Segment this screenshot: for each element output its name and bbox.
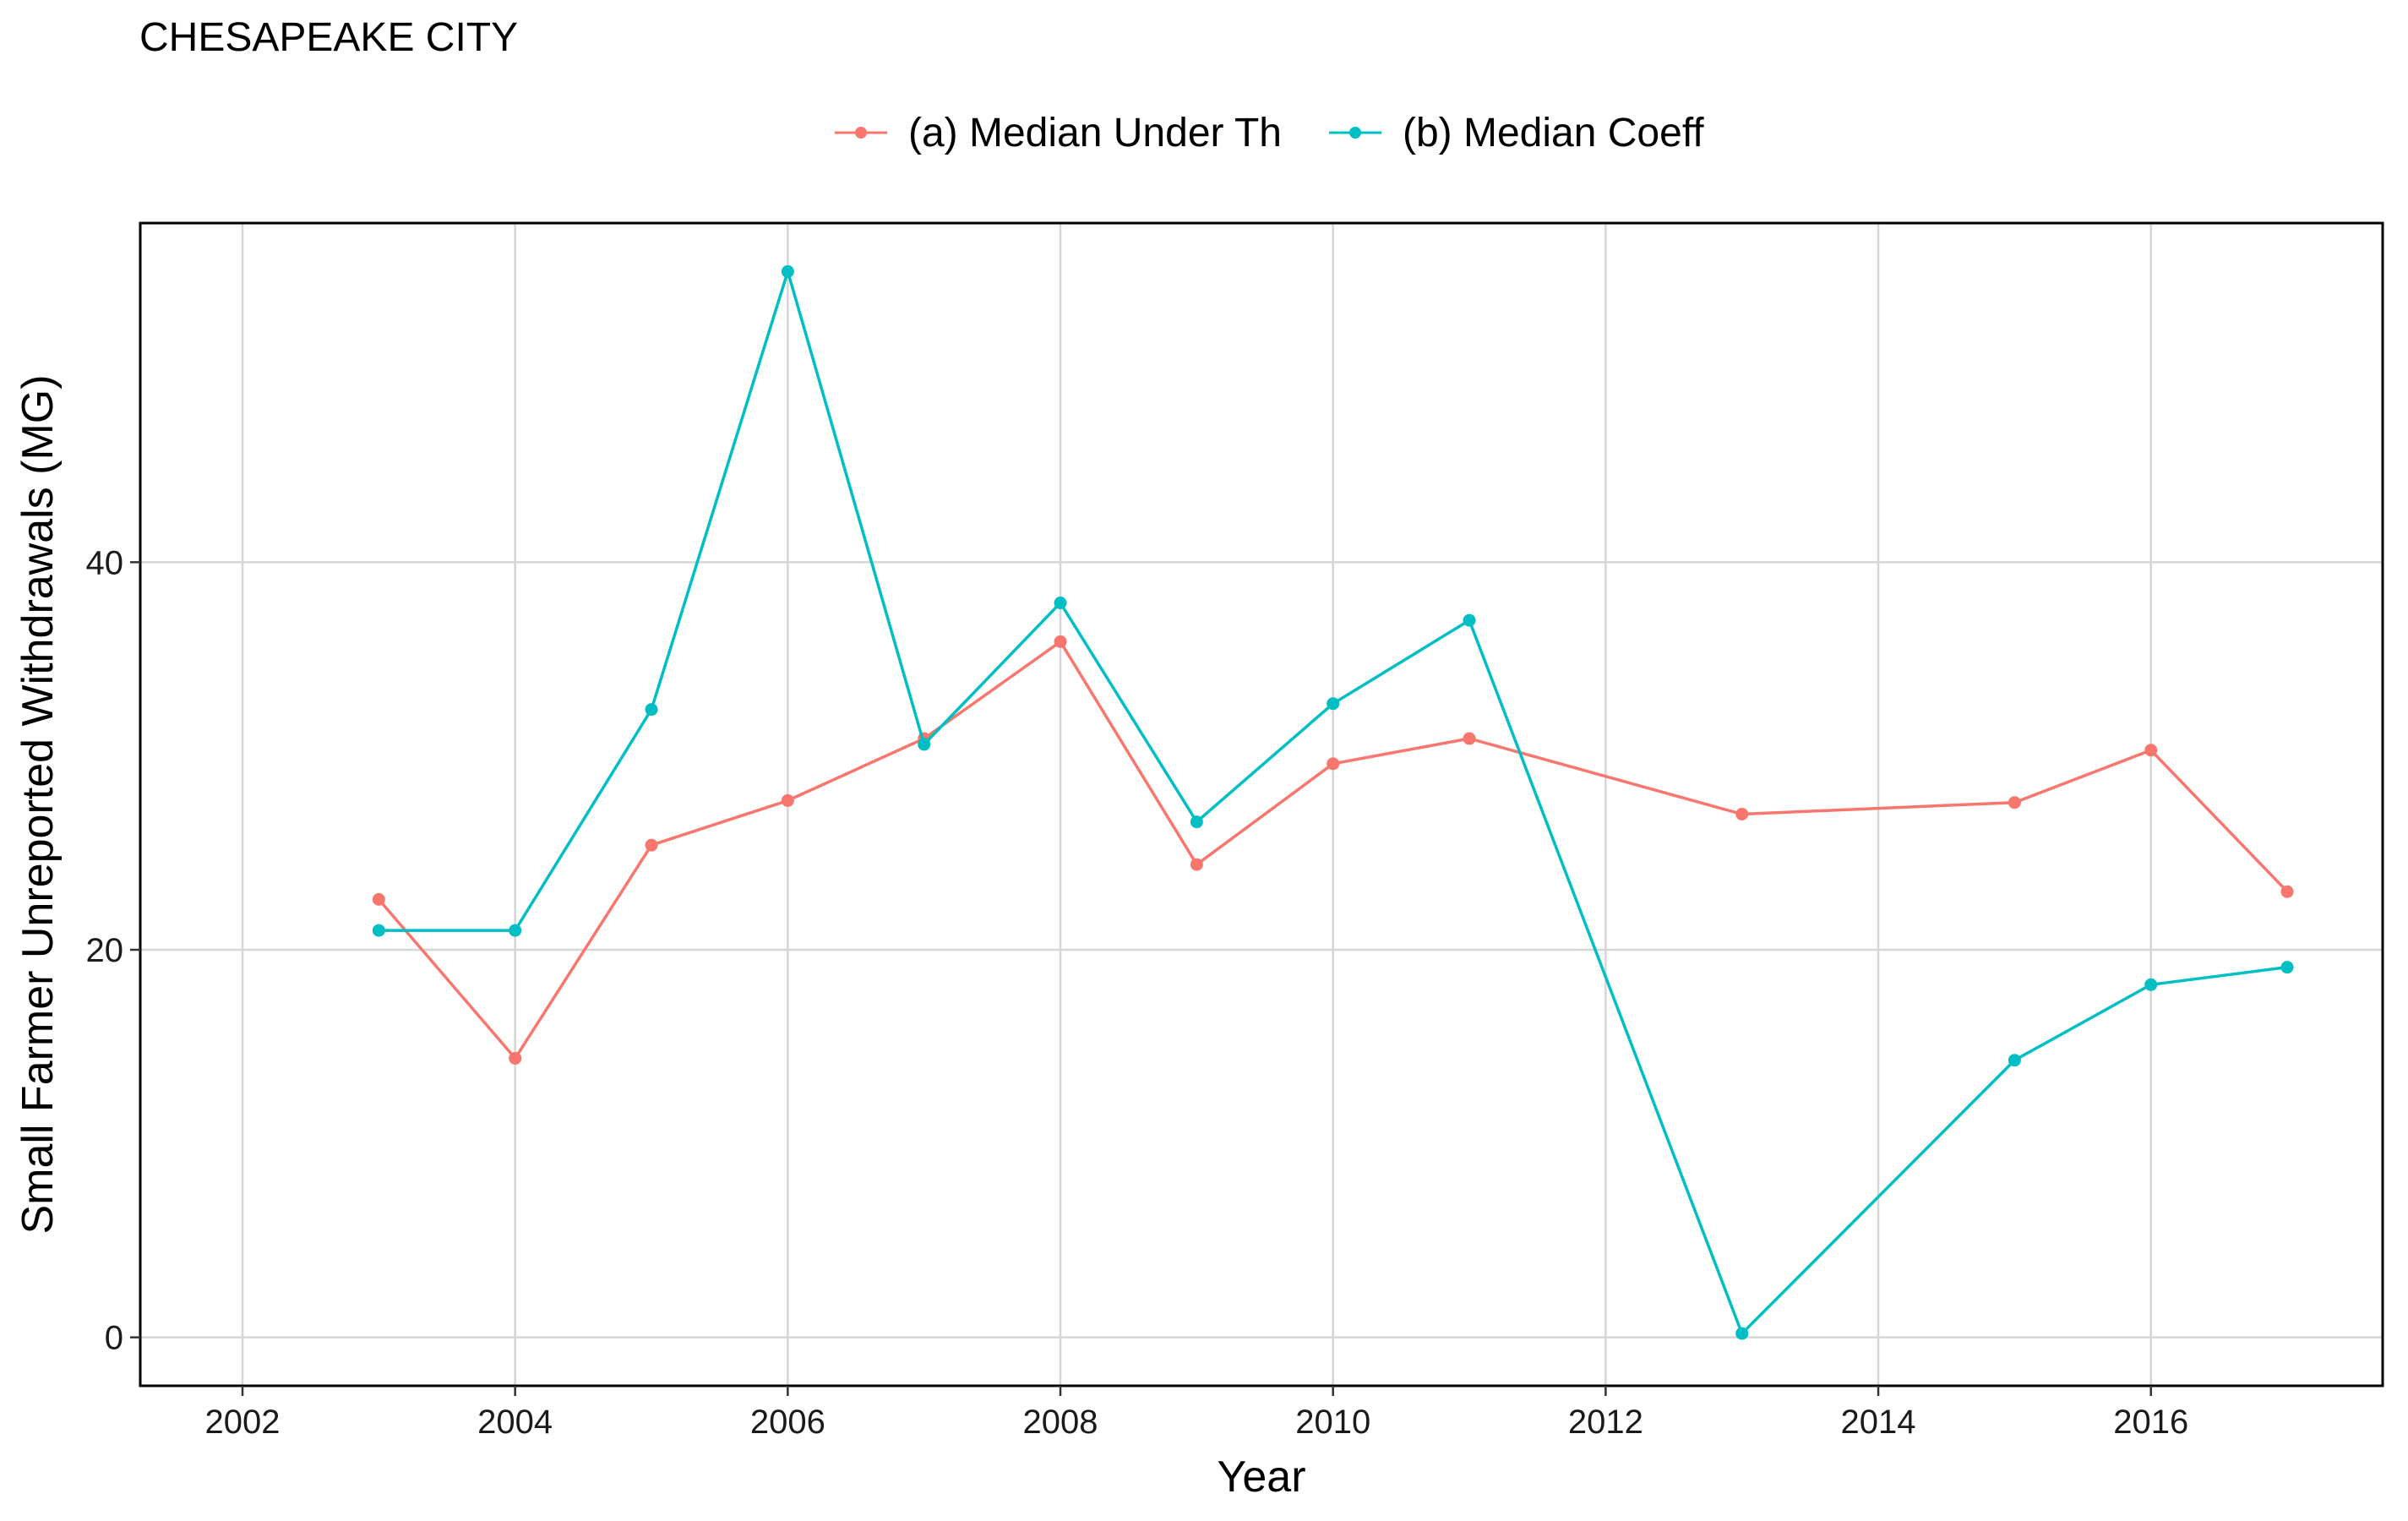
x-tick-label: 2004 xyxy=(477,1404,553,1441)
x-tick-label: 2002 xyxy=(205,1404,281,1441)
data-point xyxy=(2280,885,2294,898)
data-point xyxy=(1327,697,1340,711)
x-tick-label: 2010 xyxy=(1295,1404,1370,1441)
data-point xyxy=(2144,744,2158,757)
data-point xyxy=(2280,961,2294,974)
data-point xyxy=(1190,815,1203,829)
data-point xyxy=(1190,858,1203,871)
x-tick-label: 2008 xyxy=(1023,1404,1098,1441)
data-point xyxy=(372,892,385,906)
data-point xyxy=(1327,757,1340,771)
data-point xyxy=(2144,978,2158,991)
data-point xyxy=(1735,807,1749,820)
x-tick-label: 2012 xyxy=(1568,1404,1643,1441)
y-tick-label: 40 xyxy=(86,544,124,581)
data-point xyxy=(645,703,658,717)
x-tick-label: 2006 xyxy=(750,1404,825,1441)
data-point xyxy=(1463,613,1476,627)
y-tick-label: 0 xyxy=(105,1320,123,1357)
data-point xyxy=(2008,1054,2021,1067)
legend: (a) Median Under Th (b) Median Coeff xyxy=(835,111,1704,155)
x-tick-label: 2014 xyxy=(1841,1404,1916,1441)
legend-item-a: (a) Median Under Th xyxy=(835,111,1282,155)
series-1 xyxy=(372,264,2294,1340)
data-point xyxy=(1735,1327,1749,1340)
x-tick-label: 2016 xyxy=(2113,1404,2188,1441)
legend-label-a: (a) Median Under Th xyxy=(908,111,1282,155)
data-point xyxy=(645,838,658,852)
data-point xyxy=(918,738,931,751)
plot-border xyxy=(139,221,2384,1387)
data-point xyxy=(1054,635,1067,648)
data-point xyxy=(509,1051,522,1065)
data-point xyxy=(1463,732,1476,745)
data-point xyxy=(781,264,794,278)
data-point xyxy=(2008,796,2021,810)
legend-label-b: (b) Median Coeff xyxy=(1403,111,1704,155)
x-axis-title: Year xyxy=(1217,1453,1305,1502)
y-axis-title: Small Farmer Unreported Withdrawals (MG) xyxy=(14,374,63,1234)
data-point xyxy=(1054,596,1067,609)
data-point xyxy=(509,924,522,937)
y-tick-label: 20 xyxy=(86,932,124,969)
legend-item-b: (b) Median Coeff xyxy=(1329,111,1704,155)
data-point xyxy=(781,793,794,807)
data-point xyxy=(372,924,385,937)
chart-title: CHESAPEAKE CITY xyxy=(139,15,518,60)
